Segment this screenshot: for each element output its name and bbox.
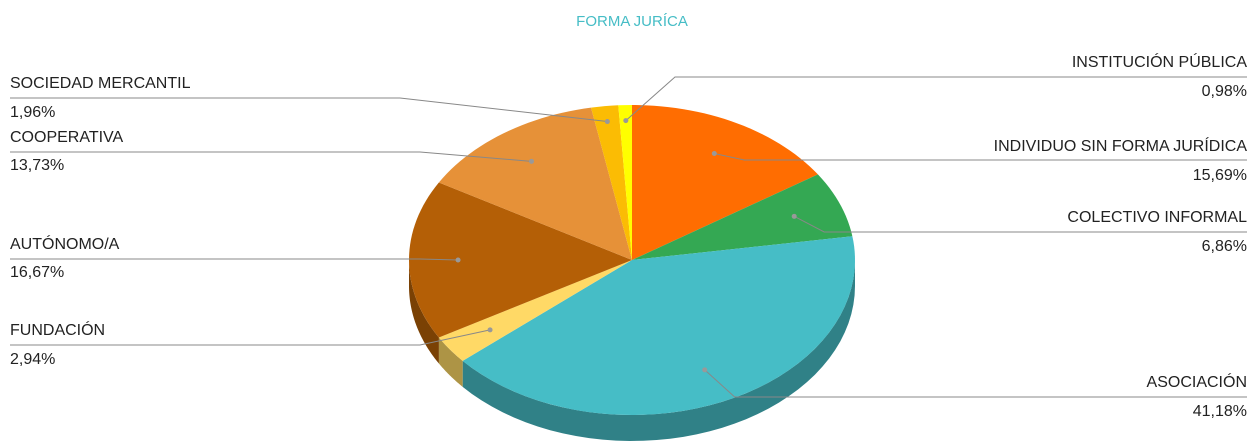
leader-dot — [711, 150, 717, 156]
leader-line — [793, 215, 1247, 233]
slice-value: 0,98% — [1202, 83, 1247, 100]
slice — [438, 107, 632, 260]
slice-value: 2,94% — [10, 351, 55, 368]
slice — [632, 174, 853, 260]
slice-label: COLECTIVO INFORMAL — [1067, 209, 1247, 226]
slice — [462, 236, 855, 415]
slice-value: 6,86% — [1202, 238, 1247, 255]
slice-label: FUNDACIÓN — [10, 320, 105, 339]
leader-line — [10, 151, 532, 162]
leader-dot — [455, 257, 461, 263]
slice-side — [438, 337, 463, 387]
slice — [438, 260, 632, 361]
slice-label: ASOCIACIÓN — [1147, 372, 1247, 391]
slice-value: 41,18% — [1193, 403, 1247, 420]
leader-dot — [623, 118, 629, 124]
chart-title: FORMA JURÍCA — [576, 13, 688, 30]
slice-value: 13,73% — [10, 157, 64, 174]
slice-label: SOCIEDAD MERCANTIL — [10, 75, 191, 92]
leader-line — [10, 97, 608, 123]
leader-line — [10, 258, 459, 261]
leader-dot — [702, 367, 708, 373]
slice-label: COOPERATIVA — [10, 129, 124, 146]
leader-line — [714, 153, 1247, 161]
leader-dot — [529, 158, 535, 164]
leader-line — [625, 76, 1247, 121]
slice-value: 16,67% — [10, 264, 64, 281]
slice-value: 1,96% — [10, 104, 55, 121]
leader-dot — [791, 213, 797, 219]
leader-line — [704, 369, 1247, 398]
slice-side — [462, 260, 855, 441]
slice-side — [409, 260, 439, 364]
slice — [632, 105, 818, 260]
slice-label: AUTÓNOMO/A — [10, 234, 120, 253]
slice — [409, 182, 632, 338]
slice — [618, 105, 632, 260]
slice-label: INDIVIDUO SIN FORMA JURÍDICA — [994, 136, 1248, 155]
leader-line — [10, 329, 491, 346]
slice-value: 15,69% — [1193, 167, 1247, 184]
leader-dot — [487, 327, 493, 333]
slice-label: INSTITUCIÓN PÚBLICA — [1072, 52, 1247, 71]
leader-dot — [604, 119, 610, 125]
slice — [591, 105, 632, 260]
